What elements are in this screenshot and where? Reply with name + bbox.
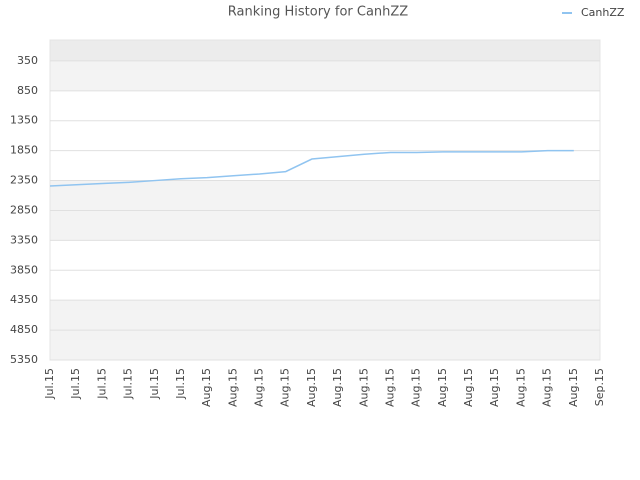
y-tick-label: 4850 [10,323,38,336]
x-tick-label: Aug.15 [488,368,501,407]
x-tick-label: Aug.15 [383,368,396,407]
x-tick-label: Jul.15 [174,368,187,400]
legend-label: CanhZZ [581,6,625,19]
y-tick-label: 3350 [10,233,38,246]
x-tick-label: Aug.15 [436,368,449,407]
line [49,149,574,187]
band [50,180,600,211]
x-tick-label: Aug.15 [567,368,580,407]
x-tick-label: Aug.15 [357,368,370,407]
x-tick-label: Jul.15 [148,368,161,400]
x-tick-label: Aug.15 [279,368,292,407]
y-tick-label: 850 [17,84,38,97]
y-tick-label: 3850 [10,263,38,276]
x-tick-label: Aug.15 [514,368,527,407]
y-tick-label: 4350 [10,293,38,306]
band [50,300,600,331]
chart-title: Ranking History for CanhZZ [228,5,409,20]
x-tick-label: Aug.15 [410,368,423,407]
x-tick-label: Aug.15 [200,368,213,407]
x-tick-label: Jul.15 [69,368,82,400]
x-tick-label: Aug.15 [253,368,266,407]
x-tick-label: Jul.15 [43,368,56,400]
x-tick-label: Jul.15 [122,368,135,400]
x-tick-label: Aug.15 [226,368,239,407]
y-tick-label: 1850 [10,144,38,157]
y-tick-label: 1350 [10,114,38,127]
x-tick-label: Aug.15 [305,368,318,407]
x-tick-label: Aug.15 [331,368,344,407]
x-tick-label: Aug.15 [541,368,554,407]
y-tick-label: 2850 [10,203,38,216]
y-tick-label: 2350 [10,174,38,187]
band [50,60,600,91]
y-tick-label: 5350 [10,353,38,366]
band [50,40,600,61]
x-tick-label: Jul.15 [95,368,108,400]
band [50,330,600,360]
y-tick-label: 350 [17,54,38,67]
x-tick-label: Aug.15 [462,368,475,407]
x-tick-label: Sep.15 [593,368,606,406]
band [50,210,600,241]
